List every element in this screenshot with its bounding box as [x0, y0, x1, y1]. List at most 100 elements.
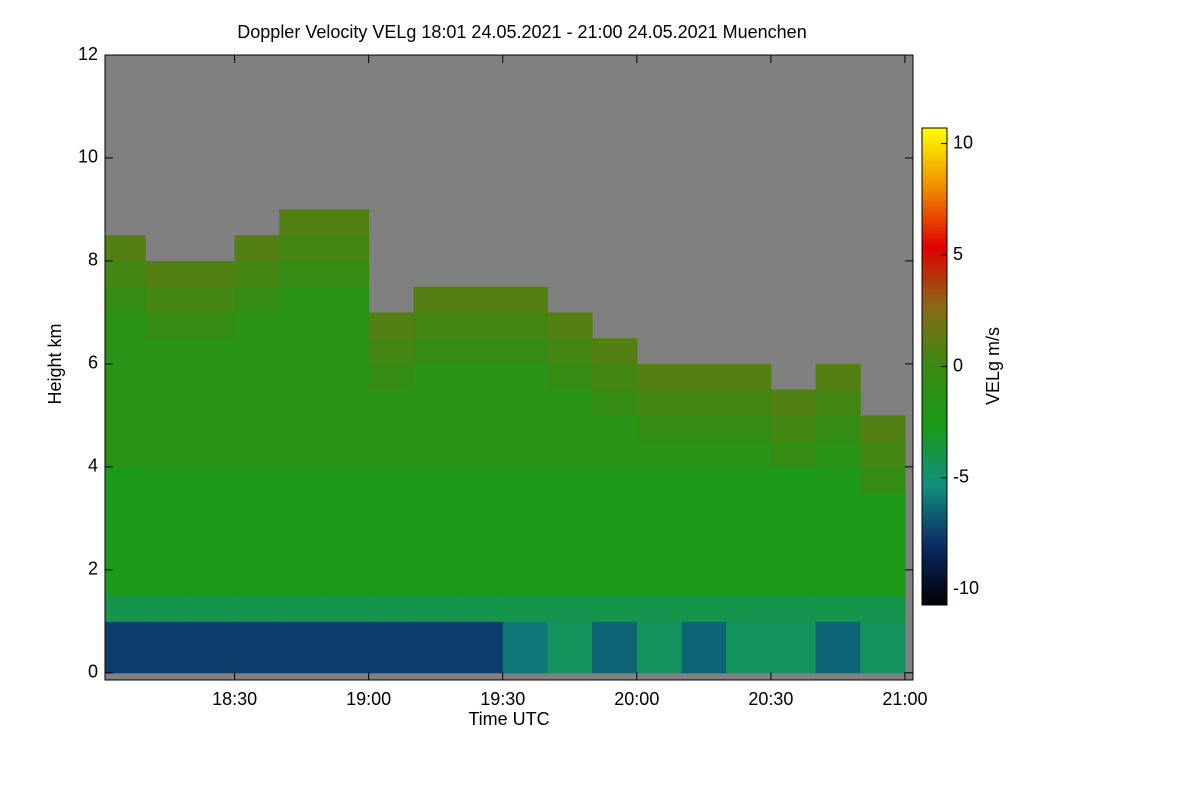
heat-cell [681, 544, 727, 571]
x-tick-label: 20:30 [748, 689, 793, 709]
heat-cell [189, 312, 236, 339]
y-axis-label: Height km [45, 323, 65, 404]
heat-cell [105, 389, 146, 416]
heat-cell [592, 518, 638, 545]
y-tick-label: 0 [88, 662, 98, 682]
heat-cell [726, 595, 772, 622]
heat-cell [592, 441, 638, 468]
heat-cell [502, 518, 548, 545]
x-tick-label: 19:30 [480, 689, 525, 709]
heat-cell [815, 389, 861, 416]
heat-cell [770, 441, 817, 468]
y-tick-label: 10 [78, 147, 98, 167]
heat-cell [547, 595, 593, 622]
heat-cell [592, 415, 638, 442]
heat-cell [234, 312, 280, 339]
y-tick-label: 8 [88, 250, 98, 270]
heat-cell [502, 647, 548, 674]
heat-cell [413, 389, 459, 416]
heat-cell [458, 466, 504, 494]
heat-cell [860, 621, 906, 648]
heat-cell [368, 338, 414, 365]
heat-cell [726, 518, 772, 545]
heat-cell [815, 647, 861, 674]
heat-cell [145, 441, 191, 468]
heat-cell [681, 621, 727, 648]
colorbar-label: VELg m/s [983, 327, 1003, 405]
heat-cell [458, 389, 504, 416]
heat-cell [145, 466, 191, 494]
heat-cell [234, 595, 280, 622]
heat-cell [502, 492, 548, 519]
heat-cell [592, 492, 638, 519]
heat-cell [502, 338, 548, 365]
heat-cell [105, 235, 146, 262]
heat-cell [368, 466, 414, 494]
heat-cell [368, 363, 414, 391]
heat-cell [368, 518, 414, 545]
colorbar-tick-label: 10 [953, 132, 973, 152]
heat-cell [502, 312, 548, 339]
heat-cell [815, 415, 861, 442]
heat-cell [234, 338, 280, 365]
heat-cell [189, 569, 236, 597]
heat-cell [860, 492, 906, 519]
heat-cell [105, 621, 146, 648]
heat-cell [105, 338, 146, 365]
heat-cell [547, 647, 593, 674]
heat-cell [279, 363, 325, 391]
heat-cell [592, 363, 638, 391]
heat-cell [145, 595, 191, 622]
heat-cell [105, 569, 146, 597]
heat-cell [502, 389, 548, 416]
heat-cell [726, 569, 772, 597]
heat-cell [105, 260, 146, 288]
heat-cell [279, 441, 325, 468]
heat-cell [368, 544, 414, 571]
heat-cell [592, 544, 638, 571]
heat-cell [636, 441, 683, 468]
heat-cell [502, 621, 548, 648]
heat-cell [234, 415, 280, 442]
heat-cell [323, 647, 370, 674]
heat-cell [145, 260, 191, 288]
y-tick-label: 2 [88, 559, 98, 579]
heat-cell [860, 569, 906, 597]
heat-cell [458, 544, 504, 571]
heat-cell [681, 492, 727, 519]
heat-cell [145, 569, 191, 597]
heat-cell [636, 647, 683, 674]
heat-cell [189, 415, 236, 442]
heat-cell [860, 466, 906, 494]
heat-cell [547, 544, 593, 571]
heat-cell [636, 415, 683, 442]
x-tick-label: 20:00 [614, 689, 659, 709]
heat-cell [636, 492, 683, 519]
heat-cell [189, 647, 236, 674]
heat-cell [860, 441, 906, 468]
heat-cell [105, 595, 146, 622]
heat-cell [547, 338, 593, 365]
heat-cell [726, 363, 772, 391]
heat-cell [547, 569, 593, 597]
heat-cell [636, 621, 683, 648]
heat-cell [458, 363, 504, 391]
heat-cell [636, 466, 683, 494]
heat-cell [592, 621, 638, 648]
heat-cell [547, 621, 593, 648]
heat-cell [636, 544, 683, 571]
heat-cell [413, 621, 459, 648]
heat-cell [279, 492, 325, 519]
heat-cell [860, 647, 906, 674]
heat-cell [368, 312, 414, 339]
colorbar-tick-label: -10 [953, 578, 979, 598]
heat-cell [726, 621, 772, 648]
heat-cell [860, 518, 906, 545]
heat-cell [815, 363, 861, 391]
heat-cell [726, 389, 772, 416]
heat-cell [279, 466, 325, 494]
heat-cell [323, 235, 370, 262]
heat-cell [502, 363, 548, 391]
heat-cell [368, 415, 414, 442]
